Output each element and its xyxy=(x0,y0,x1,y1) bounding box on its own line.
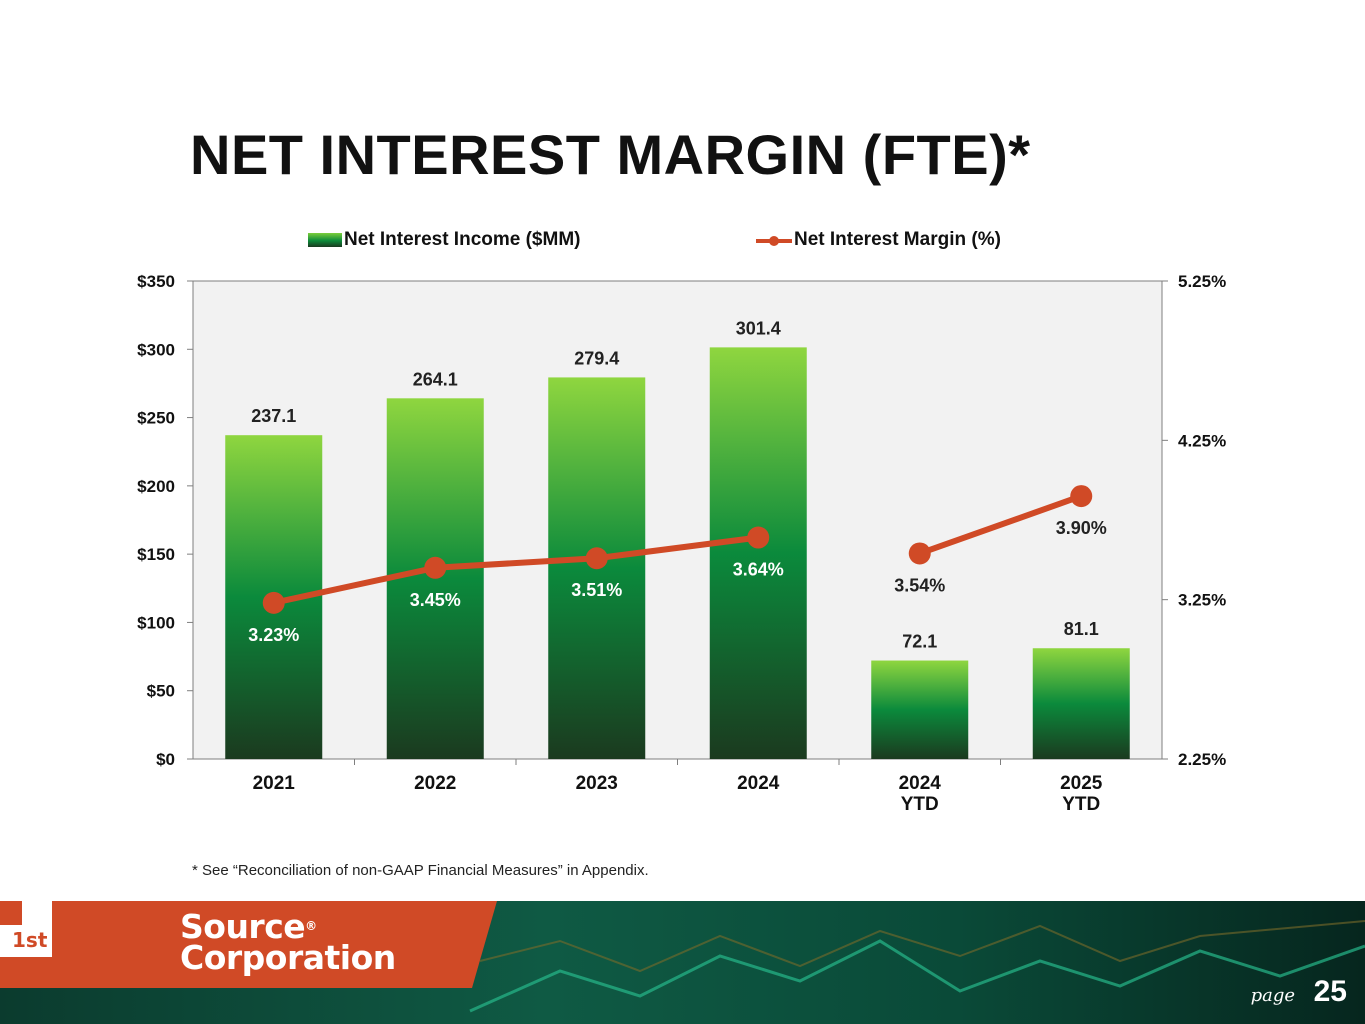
x-tick-label: YTD xyxy=(1062,794,1100,815)
margin-data-label: 3.23% xyxy=(248,625,299,645)
bar-data-label: 301.4 xyxy=(736,318,781,338)
legend-bar-label: Net Interest Income ($MM) xyxy=(344,229,581,250)
x-tick-label: 2024 xyxy=(737,773,780,794)
y-right-tick-label: 2.25% xyxy=(1178,750,1226,769)
bar-data-label: 72.1 xyxy=(902,632,937,652)
bar-data-label: 264.1 xyxy=(413,369,458,389)
footer-trend-line xyxy=(469,939,1365,1013)
margin-data-label: 3.51% xyxy=(571,580,622,600)
y-left-tick-label: $50 xyxy=(147,682,175,701)
footer-trend-line-2 xyxy=(479,920,1365,973)
margin-point xyxy=(424,556,447,579)
bar-data-label: 237.1 xyxy=(251,406,296,426)
legend-item-line: Net Interest Margin (%) xyxy=(756,229,1001,251)
margin-data-label: 3.90% xyxy=(1056,518,1107,538)
legend-bar-swatch xyxy=(308,233,342,247)
footer-banner: 1st Source® Corporation page 25 xyxy=(0,901,1365,1024)
footer-background-art xyxy=(0,901,1365,1013)
combo-chart: $0 $50 $100 $150 $200 $250 $300 $350 2.25% 3.25% 4… xyxy=(137,272,1226,815)
page-label: page xyxy=(1250,985,1295,1006)
logo-registered: ® xyxy=(305,919,317,933)
margin-point xyxy=(1070,485,1093,508)
y-right-tick-label: 4.25% xyxy=(1178,431,1226,450)
margin-point xyxy=(747,526,770,549)
margin-line xyxy=(918,493,1083,557)
bar-data-label: 279.4 xyxy=(574,348,619,368)
legend-line-swatch xyxy=(756,233,792,247)
margin-line xyxy=(273,534,759,606)
margin-point xyxy=(262,591,285,614)
bar xyxy=(871,660,969,759)
plot-area xyxy=(192,280,1163,760)
page-number: 25 xyxy=(1313,975,1347,1008)
y-left-tick-label: $0 xyxy=(156,750,175,769)
chart-legend: Net Interest Income ($MM) Net Interest M… xyxy=(0,229,1365,257)
margin-data-label: 3.64% xyxy=(733,560,784,580)
y-left-tick-label: $150 xyxy=(137,545,175,564)
y-left-tick-label: $100 xyxy=(137,613,175,632)
y-left-tick-label: $300 xyxy=(137,340,175,359)
y-right-tick-label: 5.25% xyxy=(1178,272,1226,291)
logo-line2: Corporation xyxy=(180,938,396,977)
bar xyxy=(709,347,807,759)
legend-item-bar: Net Interest Income ($MM) xyxy=(308,229,580,251)
x-tick-label: 2025 xyxy=(1060,773,1103,794)
margin-data-label: 3.45% xyxy=(410,590,461,610)
page-title: NET INTEREST MARGIN (FTE)* xyxy=(190,123,1031,186)
bar-data-label: 81.1 xyxy=(1064,619,1099,639)
x-tick-label: 2023 xyxy=(576,773,618,794)
legend-line-label: Net Interest Margin (%) xyxy=(794,229,1001,250)
bar xyxy=(1032,648,1130,759)
y-left-tick-label: $250 xyxy=(137,409,175,428)
x-tick-label: 2024 xyxy=(899,773,942,794)
logo-wordmark: Source® Corporation xyxy=(180,910,396,977)
footer-orange-band xyxy=(0,901,497,988)
x-tick-label: 2021 xyxy=(253,773,296,794)
margin-point xyxy=(585,547,608,570)
x-tick-label: YTD xyxy=(901,794,939,815)
logo-mark-icon: 1st xyxy=(0,901,52,957)
x-tick-label: 2022 xyxy=(414,773,456,794)
y-left-tick-label: $200 xyxy=(137,477,175,496)
y-right-tick-label: 3.25% xyxy=(1178,591,1226,610)
logo-line1: Source xyxy=(180,907,306,946)
margin-point xyxy=(908,542,931,565)
margin-data-label: 3.54% xyxy=(894,575,945,595)
y-left-tick-label: $350 xyxy=(137,272,175,291)
footnote: * See “Reconciliation of non-GAAP Financ… xyxy=(192,862,649,879)
logo-mark-text: 1st xyxy=(12,928,48,952)
company-logo: 1st Source® Corporation xyxy=(0,901,497,988)
